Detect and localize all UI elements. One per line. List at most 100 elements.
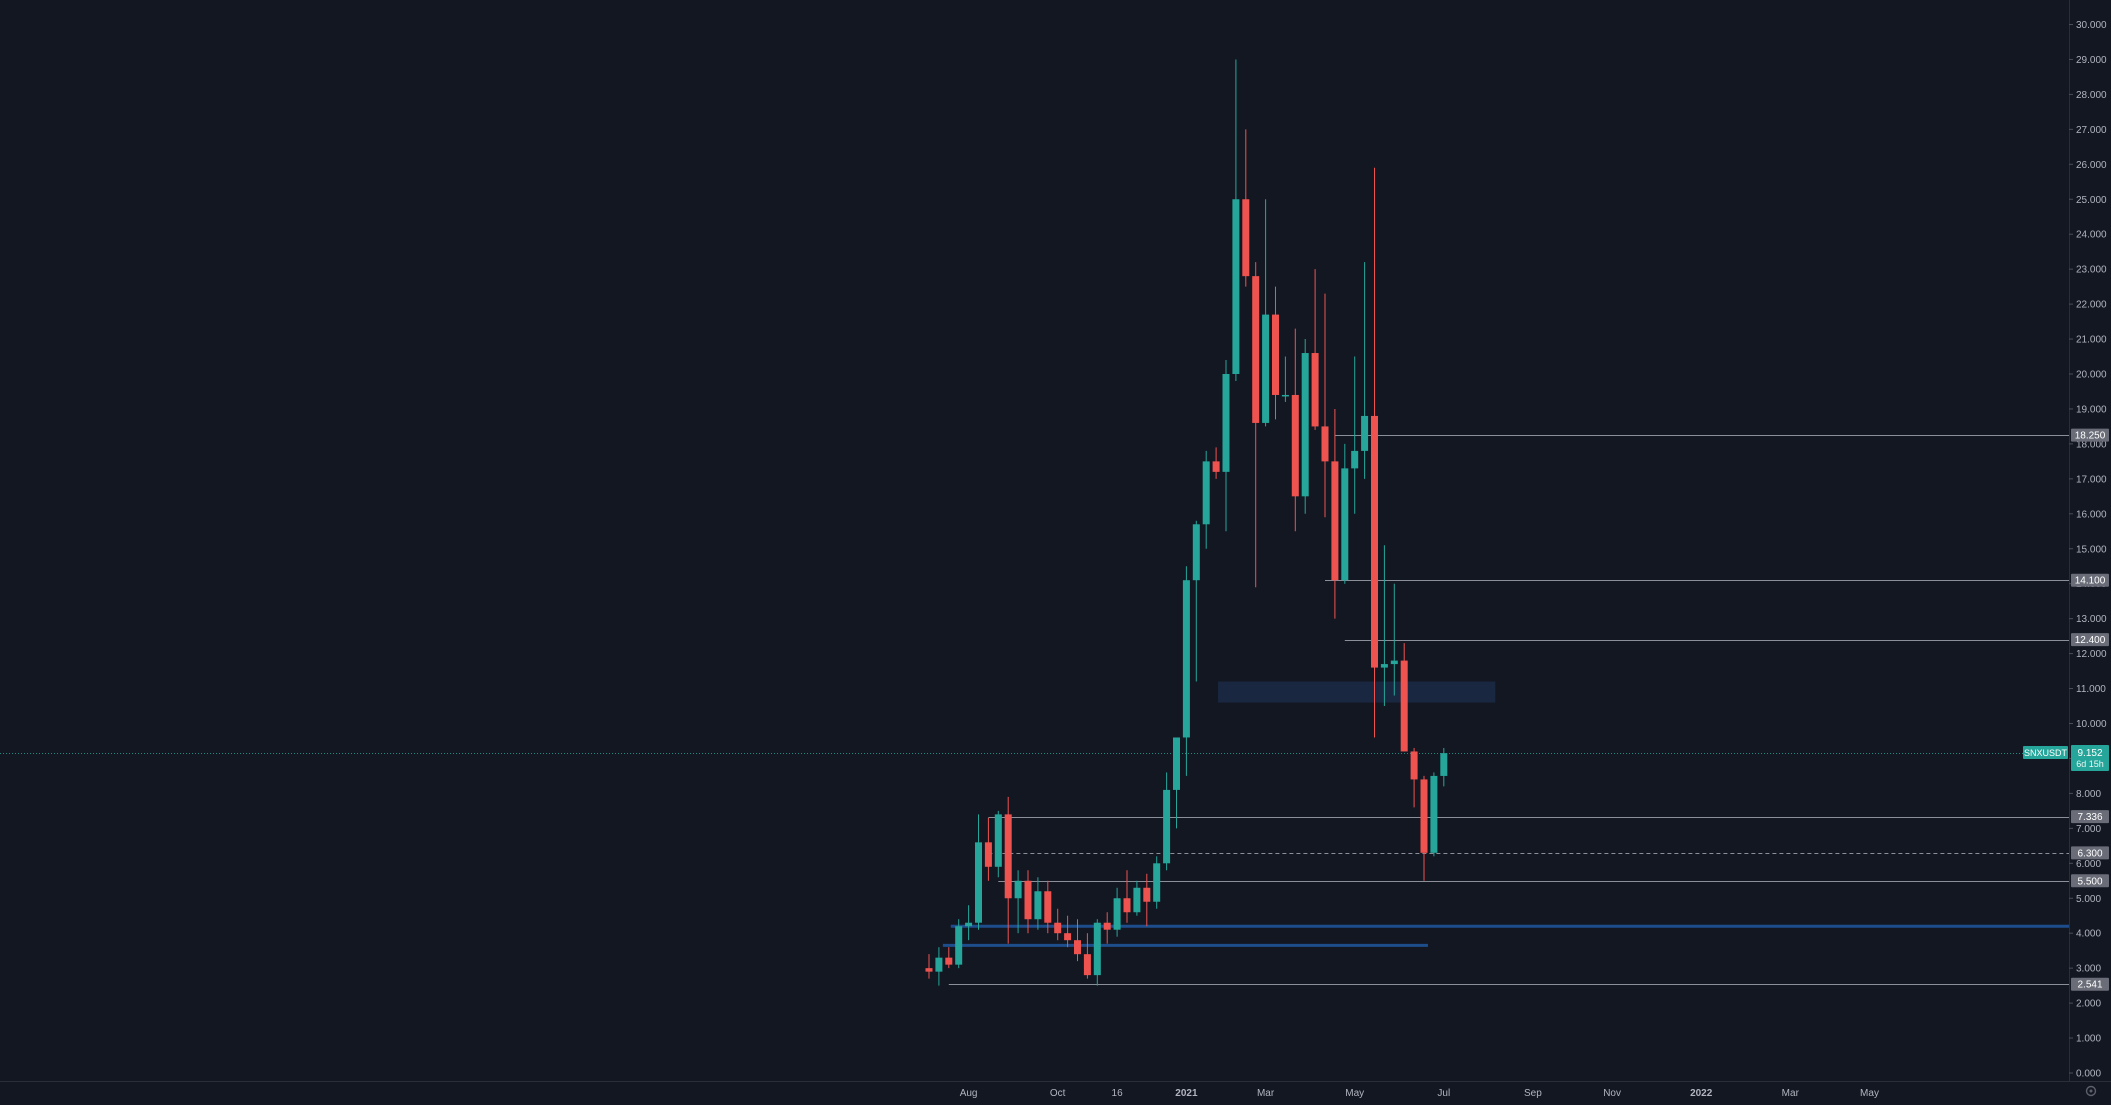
candle-body — [1143, 887, 1151, 902]
level-label: 2.541 — [2077, 980, 2102, 991]
candle-body — [1272, 314, 1279, 395]
price-tick-label: 20.000 — [2076, 370, 2107, 381]
candle — [1202, 450, 1210, 549]
candle-body — [1291, 394, 1299, 497]
candles-layer — [925, 59, 1448, 986]
candle — [925, 954, 933, 979]
level-label-bg — [2071, 428, 2109, 442]
candle — [945, 947, 953, 969]
candle — [1074, 919, 1081, 962]
candle — [984, 817, 992, 881]
candle-body — [1400, 660, 1408, 752]
candle-body — [1212, 461, 1220, 472]
time-tick-label: Sep — [1524, 1088, 1542, 1099]
time-tick-label: Oct — [1050, 1088, 1066, 1099]
price-axis[interactable]: 0.000 1.000 2.000 3.000 4.000 5.000 6.000 7.000… — [2069, 20, 2107, 1080]
time-tick-label: Aug — [960, 1088, 978, 1099]
candle — [1301, 339, 1309, 514]
candle-body — [1133, 887, 1141, 913]
candle-body — [1004, 814, 1012, 899]
candle — [1351, 356, 1359, 514]
price-tick-label: 18.000 — [2076, 439, 2107, 450]
price-tick-label: 28.000 — [2076, 90, 2107, 101]
time-tick-label: 2022 — [1690, 1088, 1713, 1099]
candle-body — [1064, 933, 1072, 941]
candle — [1400, 643, 1408, 752]
level-label-bg — [2071, 874, 2109, 888]
bar-countdown: 6d 15h — [2076, 759, 2104, 769]
candle-body — [1380, 664, 1388, 668]
candle — [1331, 408, 1339, 619]
candle — [1103, 912, 1111, 944]
price-tick-label: 11.000 — [2076, 684, 2106, 695]
candle-body — [1440, 753, 1448, 776]
candle — [1440, 747, 1448, 787]
candle — [1390, 583, 1398, 696]
candle-body — [1311, 353, 1319, 427]
time-tick-label: Mar — [1782, 1088, 1800, 1099]
last-price-bg — [2071, 745, 2109, 771]
zone-layer — [1218, 681, 1496, 703]
candle-body — [1410, 751, 1418, 780]
candle — [1291, 328, 1299, 532]
candle-body — [1430, 775, 1438, 853]
candle — [1143, 873, 1151, 927]
price-tick-label: 6.000 — [2076, 859, 2101, 870]
candle-body — [1074, 940, 1081, 955]
price-tick-label: 2.000 — [2076, 999, 2101, 1010]
candle-body — [1420, 779, 1428, 853]
time-tick-label: Nov — [1603, 1088, 1621, 1099]
candle-body — [945, 957, 953, 965]
time-tick-label: Mar — [1257, 1088, 1275, 1099]
candle — [1321, 293, 1329, 518]
candle-body — [1232, 199, 1240, 374]
price-tick-label: 29.000 — [2076, 55, 2107, 66]
candle — [975, 814, 982, 930]
candle-body — [1113, 898, 1121, 930]
candle — [1044, 880, 1052, 934]
price-tick-label: 21.000 — [2076, 335, 2107, 346]
candle-body — [1153, 863, 1161, 902]
candle-body — [1301, 353, 1309, 497]
level-label: 6.300 — [2077, 848, 2102, 859]
candle-body — [1192, 524, 1200, 581]
candle — [1222, 360, 1230, 532]
candle-body — [984, 842, 992, 867]
price-tick-label: 25.000 — [2076, 195, 2107, 206]
candle — [1281, 356, 1289, 402]
candle — [1004, 796, 1012, 944]
price-tick-label: 5.000 — [2076, 894, 2101, 905]
candle — [1153, 856, 1161, 909]
candle — [1371, 167, 1378, 738]
time-tick-label: 2021 — [1175, 1088, 1198, 1099]
candle — [1311, 269, 1319, 430]
candle — [1083, 933, 1091, 979]
candle-body — [1014, 880, 1022, 899]
candle-body — [955, 926, 963, 965]
time-tick-label: May — [1860, 1088, 1879, 1099]
candle — [955, 919, 963, 969]
candle — [965, 905, 973, 941]
level-label: 18.250 — [2075, 431, 2106, 442]
candle — [1380, 545, 1388, 707]
time-axis[interactable]: Aug Oct 16 2021 Mar May Jul Sep Nov 2022 Mar May — [960, 1088, 1879, 1099]
candle — [1113, 887, 1121, 937]
candle-body — [1321, 426, 1329, 462]
price-tick-label: 0.000 — [2076, 1069, 2101, 1080]
candle — [1272, 286, 1279, 420]
candle — [1192, 520, 1200, 682]
candle — [1093, 919, 1101, 986]
candle-body — [1034, 891, 1042, 920]
level-label-bg — [2071, 573, 2109, 587]
settings-gear-icon[interactable] — [2085, 1085, 2097, 1097]
symbol-tag: SNXUSDT — [2024, 748, 2068, 758]
candle — [1014, 870, 1022, 934]
last-price-value: 9.152 — [2077, 748, 2102, 759]
candle — [1212, 447, 1220, 479]
candle — [1410, 747, 1418, 808]
level-label: 14.100 — [2075, 576, 2106, 587]
candle — [994, 810, 1002, 878]
level-label-bg — [2071, 846, 2109, 860]
